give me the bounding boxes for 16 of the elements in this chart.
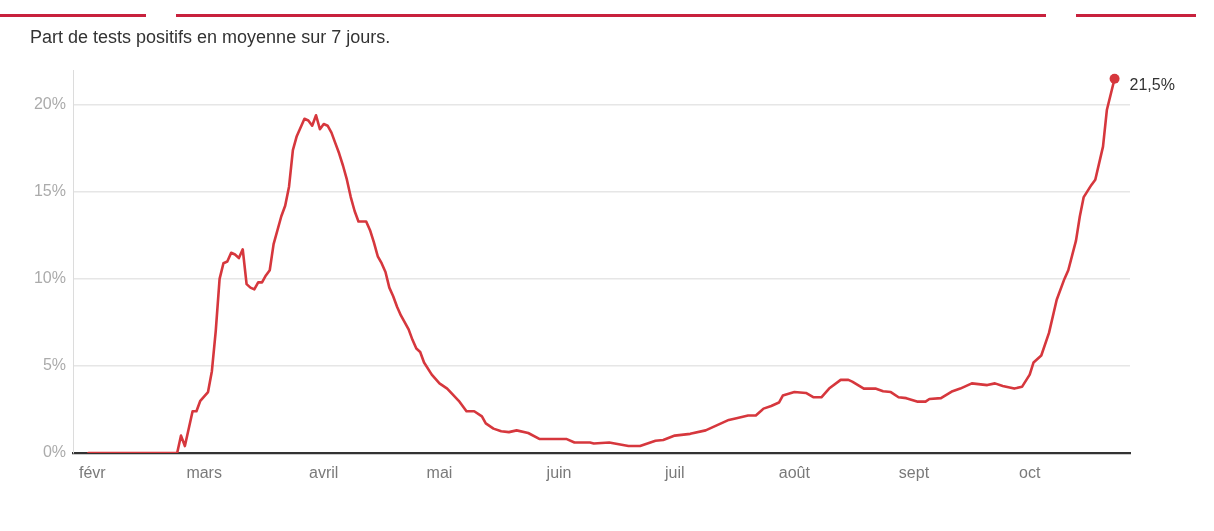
x-tick-label: mai bbox=[426, 464, 453, 482]
chart-title: Part de tests positifs en moyenne sur 7 jours. bbox=[30, 27, 391, 48]
x-tick-label: juin bbox=[545, 464, 572, 482]
y-tick-label: 5% bbox=[42, 356, 66, 374]
x-tick-label: avril bbox=[309, 464, 339, 482]
x-tick-label: juil bbox=[664, 464, 685, 482]
x-tick-label: oct bbox=[1019, 464, 1041, 482]
y-tick-label: 20% bbox=[33, 95, 66, 113]
annotation: 21,5% bbox=[1129, 76, 1175, 94]
y-tick-label: 15% bbox=[33, 182, 66, 200]
x-tick-label: févr bbox=[78, 464, 107, 482]
y-tick-label: 10% bbox=[33, 269, 66, 287]
x-tick-label: mars bbox=[186, 464, 222, 482]
x-tick-label: août bbox=[778, 464, 811, 482]
x-tick-label: sept bbox=[898, 464, 930, 482]
y-tick-label: 0% bbox=[42, 443, 66, 461]
